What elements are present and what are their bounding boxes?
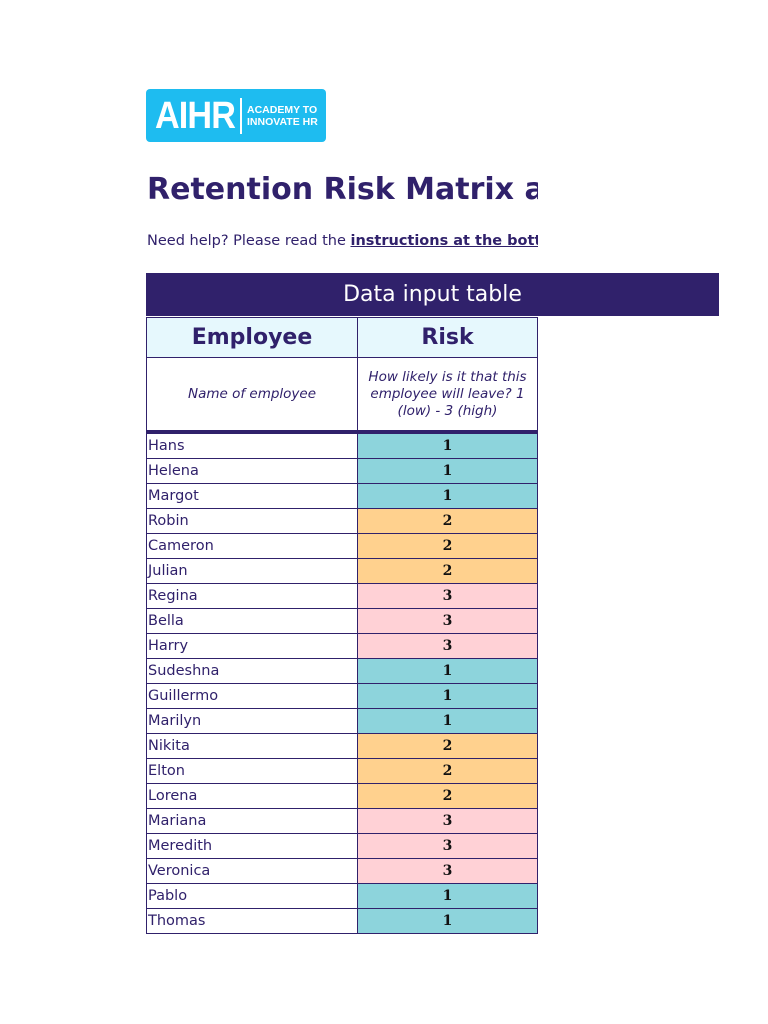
table-row: Pablo 1 (146, 883, 538, 909)
table-row: Sudeshna 1 (146, 658, 538, 684)
employee-name-cell[interactable]: Veronica (146, 858, 358, 884)
table-row: Margot 1 (146, 483, 538, 509)
table-row: Cameron 2 (146, 533, 538, 559)
employee-name-cell[interactable]: Julian (146, 558, 358, 584)
risk-description: How likely is it that this employee will… (357, 357, 538, 434)
employee-name-cell[interactable]: Hans (146, 431, 358, 459)
table-row: Helena 1 (146, 458, 538, 484)
table-banner: Data input table (146, 273, 719, 316)
table-row: Lorena 2 (146, 783, 538, 809)
table-row: Julian 2 (146, 558, 538, 584)
risk-cell[interactable]: 1 (357, 883, 538, 909)
employee-name-cell[interactable]: Helena (146, 458, 358, 484)
employee-name-cell[interactable]: Regina (146, 583, 358, 609)
table-row: Marilyn 1 (146, 708, 538, 734)
help-text: Need help? Please read the instructions … (147, 233, 538, 249)
risk-cell[interactable]: 3 (357, 583, 538, 609)
aihr-logo: AIHR ACADEMY TO INNOVATE HR (146, 89, 326, 142)
table-row: Veronica 3 (146, 858, 538, 884)
table-row: Nikita 2 (146, 733, 538, 759)
employee-name-cell[interactable]: Pablo (146, 883, 358, 909)
employee-name-cell[interactable]: Meredith (146, 833, 358, 859)
risk-cell[interactable]: 1 (357, 458, 538, 484)
table-row: Mariana 3 (146, 808, 538, 834)
table-row: Meredith 3 (146, 833, 538, 859)
table-row: Guillermo 1 (146, 683, 538, 709)
risk-cell[interactable]: 1 (357, 658, 538, 684)
employee-name-cell[interactable]: Cameron (146, 533, 358, 559)
logo-tagline-line2: INNOVATE HR (247, 116, 318, 128)
logo-tagline-line1: ACADEMY TO (247, 104, 318, 116)
instructions-link[interactable]: instructions at the bottom (350, 233, 538, 249)
help-prefix: Need help? Please read the (147, 233, 351, 249)
risk-cell[interactable]: 2 (357, 733, 538, 759)
risk-cell[interactable]: 1 (357, 908, 538, 934)
table-row: Robin 2 (146, 508, 538, 534)
page-title: Retention Risk Matrix and Action Plan (147, 172, 538, 207)
risk-cell[interactable]: 3 (357, 833, 538, 859)
logo-divider (240, 98, 242, 134)
employee-name-cell[interactable]: Elton (146, 758, 358, 784)
employee-name-cell[interactable]: Nikita (146, 733, 358, 759)
risk-cell[interactable]: 2 (357, 783, 538, 809)
risk-cell[interactable]: 3 (357, 808, 538, 834)
data-input-table: Employee Risk Name of employee How likel… (146, 317, 538, 934)
employee-name-cell[interactable]: Thomas (146, 908, 358, 934)
employee-name-cell[interactable]: Robin (146, 508, 358, 534)
table-row: Harry 3 (146, 633, 538, 659)
employee-name-cell[interactable]: Marilyn (146, 708, 358, 734)
risk-header: Risk (357, 317, 538, 358)
header-row: Employee Risk (146, 317, 538, 358)
table-row: Thomas 1 (146, 908, 538, 934)
logo-tagline: ACADEMY TO INNOVATE HR (247, 104, 318, 128)
employee-header: Employee (146, 317, 358, 358)
risk-cell[interactable]: 1 (357, 683, 538, 709)
risk-cell[interactable]: 2 (357, 758, 538, 784)
risk-cell[interactable]: 1 (357, 708, 538, 734)
employee-name-cell[interactable]: Lorena (146, 783, 358, 809)
risk-cell[interactable]: 2 (357, 533, 538, 559)
employee-name-cell[interactable]: Guillermo (146, 683, 358, 709)
logo-mark: AIHR (155, 95, 236, 137)
risk-cell[interactable]: 2 (357, 558, 538, 584)
employee-name-cell[interactable]: Margot (146, 483, 358, 509)
risk-cell[interactable]: 1 (357, 431, 538, 459)
table-row: Elton 2 (146, 758, 538, 784)
risk-cell[interactable]: 3 (357, 633, 538, 659)
employee-name-cell[interactable]: Harry (146, 633, 358, 659)
employee-description: Name of employee (146, 357, 358, 434)
risk-cell[interactable]: 2 (357, 508, 538, 534)
table-row: Regina 3 (146, 583, 538, 609)
table-row: Hans 1 (146, 431, 538, 459)
description-row: Name of employee How likely is it that t… (146, 357, 538, 434)
risk-cell[interactable]: 1 (357, 483, 538, 509)
risk-cell[interactable]: 3 (357, 858, 538, 884)
employee-name-cell[interactable]: Mariana (146, 808, 358, 834)
employee-name-cell[interactable]: Bella (146, 608, 358, 634)
risk-cell[interactable]: 3 (357, 608, 538, 634)
table-row: Bella 3 (146, 608, 538, 634)
employee-name-cell[interactable]: Sudeshna (146, 658, 358, 684)
